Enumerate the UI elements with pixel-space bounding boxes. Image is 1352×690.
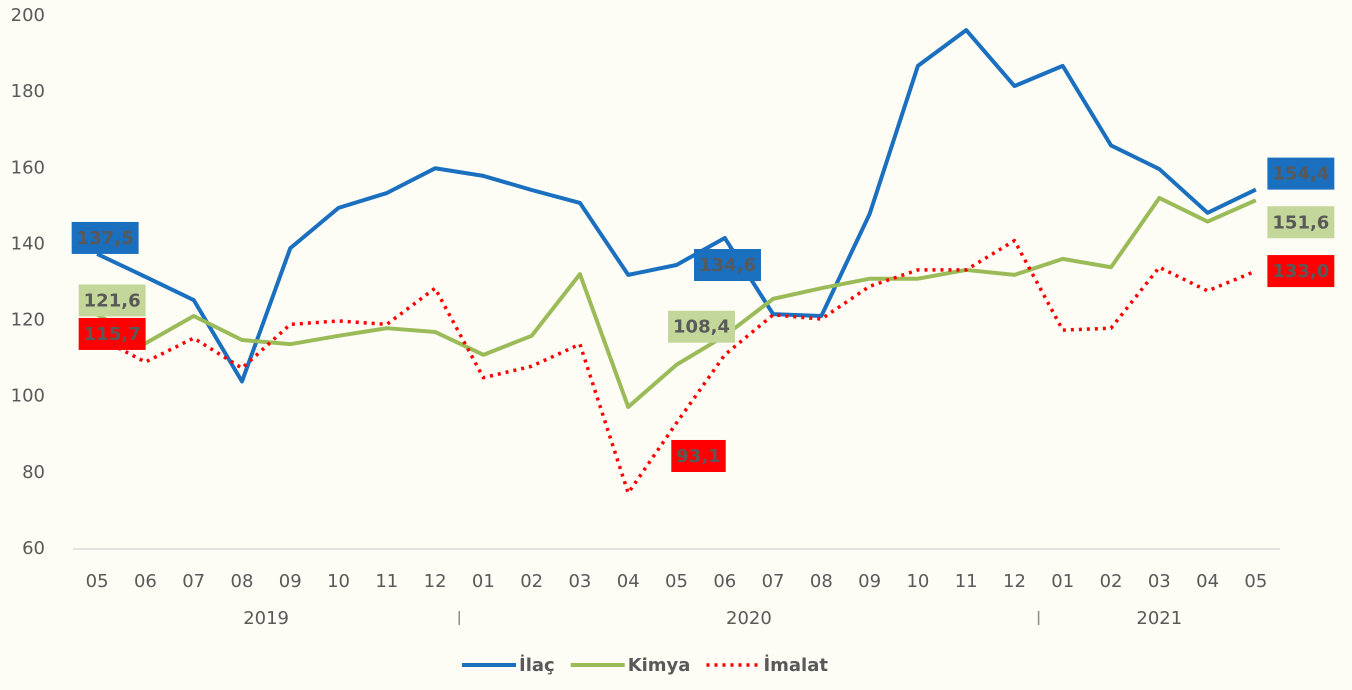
data-label-box <box>694 248 761 281</box>
data-label-box <box>1267 206 1335 239</box>
x-tick-label: 01 <box>1051 571 1074 592</box>
legend-label: Kimya <box>628 655 691 676</box>
x-tick-label: 06 <box>134 571 157 592</box>
y-tick-label: 80 <box>22 462 45 483</box>
data-label-box <box>71 221 139 254</box>
data-label-text: 134,6 <box>699 255 756 276</box>
data-label: 154,4 <box>1267 157 1335 190</box>
legend-label: İlaç <box>519 654 555 676</box>
data-label-text: 115,7 <box>84 324 141 345</box>
x-tick-label: 07 <box>762 571 785 592</box>
x-tick-label: 09 <box>858 571 881 592</box>
x-tick-label: 07 <box>182 571 205 592</box>
data-label-text: 121,6 <box>84 290 141 311</box>
data-label-text: 93,1 <box>676 446 720 467</box>
x-tick-label: 05 <box>86 571 109 592</box>
y-tick-label: 120 <box>11 310 45 331</box>
x-tick-label: 11 <box>955 571 978 592</box>
year-label: 2020 <box>726 608 772 629</box>
data-label-box <box>671 439 726 472</box>
series-line <box>96 195 1257 409</box>
data-label-text: 154,4 <box>1272 164 1329 185</box>
data-label: 133,0 <box>1267 255 1335 288</box>
x-tick-label: 08 <box>231 571 254 592</box>
x-tick-label: 04 <box>617 571 640 592</box>
y-tick-label: 160 <box>11 157 45 178</box>
x-tick-label: 03 <box>1148 571 1171 592</box>
data-label-text: 133,0 <box>1272 261 1329 282</box>
y-tick-label: 100 <box>11 386 45 407</box>
x-tick-label: 12 <box>1003 571 1026 592</box>
legend-label: İmalat <box>763 654 828 676</box>
y-tick-label: 200 <box>11 5 45 26</box>
x-tick-label: 10 <box>327 571 350 592</box>
x-tick-label: 01 <box>472 571 495 592</box>
x-tick-label: 06 <box>713 571 736 592</box>
data-label-text: 108,4 <box>673 317 730 338</box>
x-tick-label: 03 <box>568 571 591 592</box>
data-label: 93,1 <box>671 439 726 472</box>
year-label: 2019 <box>243 608 289 629</box>
x-tick-label: 11 <box>375 571 398 592</box>
data-label: 134,6 <box>694 248 761 281</box>
x-tick-label: 08 <box>810 571 833 592</box>
y-tick-label: 60 <box>22 538 45 559</box>
y-tick-label: 180 <box>11 81 45 102</box>
y-tick-label: 140 <box>11 233 45 254</box>
x-tick-label: 09 <box>279 571 302 592</box>
data-label-box <box>78 284 146 317</box>
x-tick-label: 05 <box>665 571 688 592</box>
data-label-box <box>1267 157 1335 190</box>
series-line <box>96 28 1257 384</box>
data-label-box <box>1267 255 1335 288</box>
x-tick-label: 02 <box>1100 571 1123 592</box>
series-line <box>96 238 1257 495</box>
data-label-box <box>668 310 735 343</box>
data-label: 108,4 <box>668 310 735 343</box>
year-label: 2021 <box>1136 608 1182 629</box>
data-label: 137,5 <box>71 221 139 254</box>
x-tick-label: 10 <box>906 571 929 592</box>
data-label: 151,6 <box>1267 206 1335 239</box>
x-tick-label: 05 <box>1244 571 1267 592</box>
data-label-box <box>78 317 146 350</box>
x-tick-label: 04 <box>1196 571 1219 592</box>
data-label-text: 151,6 <box>1272 212 1329 233</box>
x-tick-label: 12 <box>424 571 447 592</box>
data-label: 115,7 <box>78 317 146 350</box>
data-label: 121,6 <box>78 284 146 317</box>
data-label-text: 137,5 <box>77 228 134 249</box>
x-tick-label: 02 <box>520 571 543 592</box>
